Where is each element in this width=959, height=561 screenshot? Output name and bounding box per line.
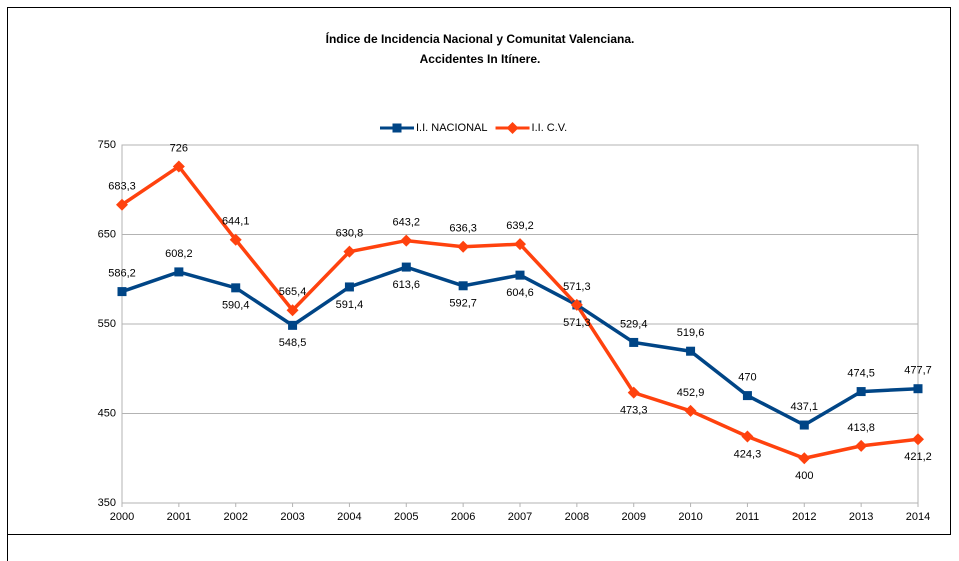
legend-label: I.I. NACIONAL [416, 122, 488, 134]
x-tick-label: 2002 [223, 511, 247, 523]
chart-frame [7, 7, 951, 535]
data-label: 683,3 [108, 181, 136, 193]
x-tick-label: 2008 [565, 511, 589, 523]
legend-marker [506, 122, 519, 134]
data-label: 424,3 [734, 448, 762, 460]
data-label: 630,8 [336, 228, 364, 240]
x-tick-label: 2011 [736, 511, 760, 523]
x-tick-label: 2007 [508, 511, 532, 523]
marker [515, 270, 525, 280]
marker [570, 298, 583, 311]
marker [856, 387, 866, 397]
x-tick-label: 2003 [280, 511, 304, 523]
marker [684, 404, 697, 417]
data-label: 571,3 [563, 281, 591, 293]
data-label: 473,3 [620, 405, 648, 417]
data-label: 608,2 [165, 248, 193, 260]
data-label: 529,4 [620, 318, 648, 330]
data-label: 400 [795, 470, 813, 482]
x-tick-label: 2014 [906, 511, 930, 523]
marker [286, 304, 299, 317]
data-label: 613,6 [393, 279, 421, 291]
y-tick-label: 350 [98, 497, 116, 509]
x-tick-label: 2012 [792, 511, 816, 523]
x-tick-label: 2005 [394, 511, 418, 523]
marker [116, 198, 128, 211]
data-label: 437,1 [791, 401, 819, 413]
data-label: 636,3 [449, 223, 477, 235]
x-tick-label: 2013 [849, 511, 873, 523]
data-label: 413,8 [847, 422, 875, 434]
x-tick-label: 2001 [167, 511, 191, 523]
marker [799, 420, 809, 430]
data-label: 421,2 [904, 451, 932, 463]
marker [514, 238, 526, 251]
marker [798, 452, 811, 465]
data-label: 571,3 [563, 317, 591, 329]
data-label: 639,2 [506, 220, 534, 232]
marker [400, 234, 413, 247]
y-tick-label: 550 [98, 318, 116, 330]
x-tick-label: 2006 [451, 511, 475, 523]
data-label: 590,4 [222, 300, 250, 312]
marker [174, 267, 184, 277]
marker [117, 287, 127, 297]
chart-subtitle: Accidentes In Itínere. [420, 52, 541, 66]
marker [686, 346, 696, 356]
y-tick-label: 750 [98, 139, 116, 151]
data-label: 586,2 [108, 268, 136, 280]
data-label: 604,6 [506, 287, 534, 299]
marker [629, 337, 639, 347]
series-line [121, 164, 919, 461]
data-label: 519,6 [677, 327, 705, 339]
data-label: 591,4 [336, 299, 364, 311]
marker [229, 233, 242, 246]
marker [913, 384, 923, 394]
marker [457, 240, 470, 253]
data-label: 592,7 [449, 298, 477, 310]
marker [912, 433, 924, 446]
data-label: 470 [738, 372, 756, 384]
x-tick-label: 2004 [337, 511, 361, 523]
data-label: 474,5 [847, 367, 875, 379]
data-label: 643,2 [393, 216, 421, 228]
marker [288, 320, 298, 330]
marker [172, 160, 185, 173]
x-tick-label: 2009 [621, 511, 645, 523]
marker [343, 245, 356, 258]
data-label: 726 [170, 142, 188, 154]
data-label: 452,9 [677, 387, 705, 399]
data-label: 548,5 [279, 337, 307, 349]
y-tick-label: 650 [98, 228, 116, 240]
marker [627, 386, 640, 399]
marker [855, 439, 868, 452]
marker [231, 283, 241, 293]
marker [742, 391, 752, 401]
data-label: 477,7 [904, 365, 932, 377]
data-label: 565,4 [279, 286, 307, 298]
marker [458, 281, 468, 291]
data-label: 644,1 [222, 216, 250, 228]
legend-marker [392, 123, 402, 133]
x-tick-label: 2000 [110, 511, 134, 523]
marker [344, 282, 354, 292]
x-tick-label: 2010 [678, 511, 702, 523]
legend-label: I.I. C.V. [532, 122, 568, 134]
chart-title: Índice de Incidencia Nacional y Comunita… [326, 31, 635, 46]
marker [741, 430, 754, 443]
y-tick-label: 450 [98, 407, 116, 419]
marker [401, 262, 411, 272]
